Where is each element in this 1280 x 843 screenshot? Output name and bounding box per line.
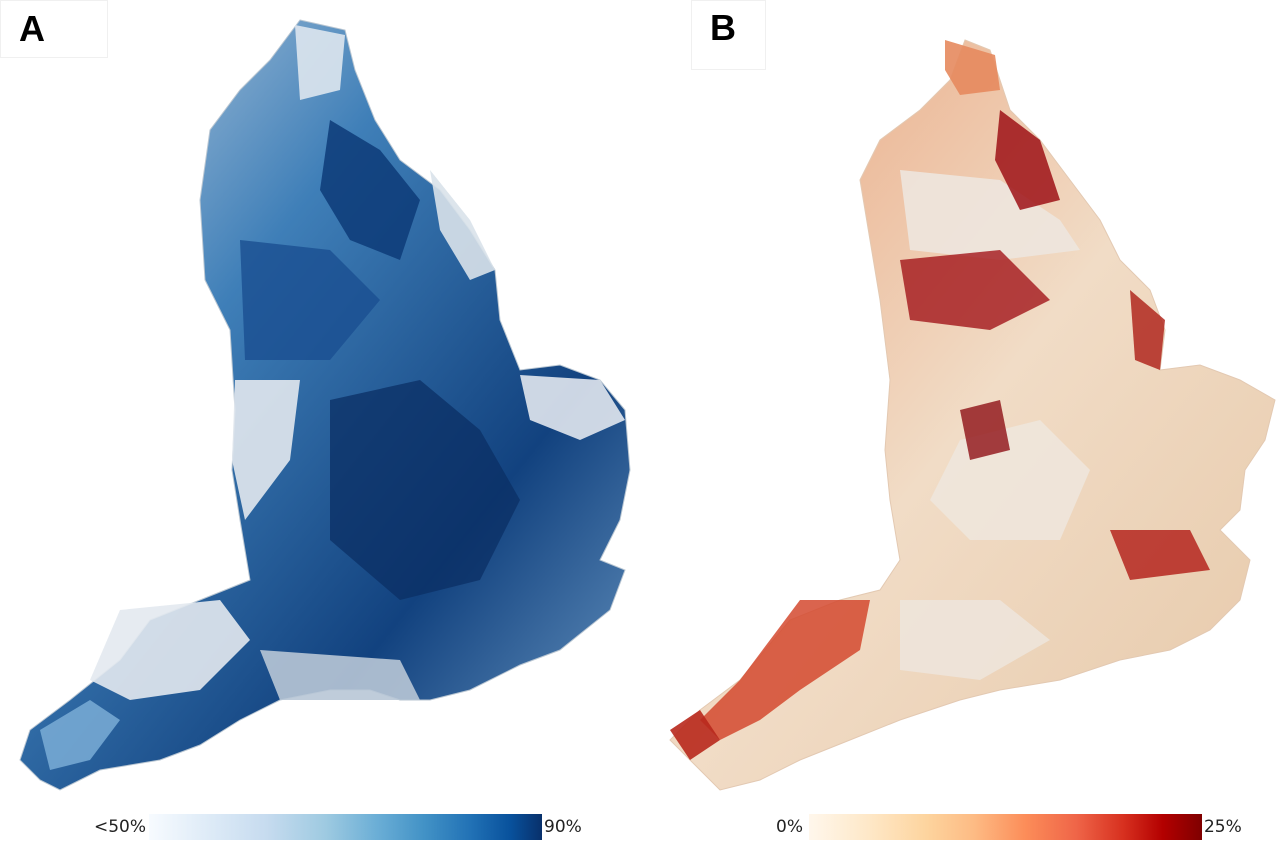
maps-canvas [19,19,1276,791]
map-b [669,39,1276,791]
colorbar-a: <50% 90% [94,814,582,840]
panel-label-b: B [691,0,766,70]
panel-label-a: A [0,0,108,58]
colorbar-b: 0% 25% [776,814,1242,840]
colorbar-b-gradient [808,814,1202,840]
colorbar-b-max-label: 25% [1203,817,1242,837]
map-a [19,19,631,791]
colorbar-a-gradient [149,814,543,840]
colorbar-a-max-label: 90% [544,817,582,837]
colorbar-a-min-label: <50% [94,817,147,837]
colorbar-b-min-label: 0% [776,817,803,837]
